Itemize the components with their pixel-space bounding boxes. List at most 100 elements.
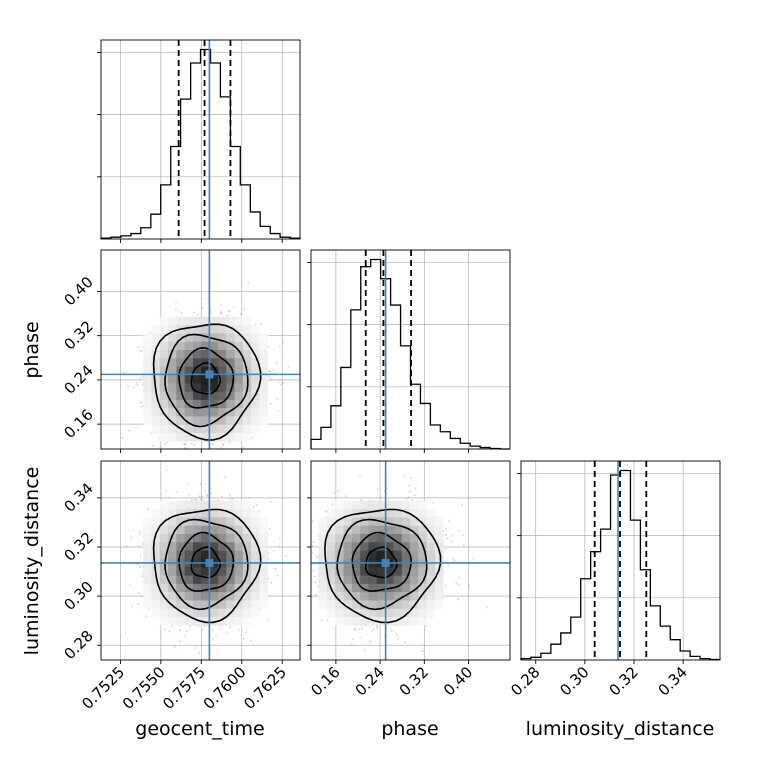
density-cell [217,350,227,359]
density-cell [168,575,177,585]
density-cell [251,374,260,384]
density-cell [201,391,210,401]
density-cell [234,341,244,351]
density-cell [193,399,202,409]
sample-point [174,308,177,311]
density-cell [259,374,268,384]
sample-point [268,528,271,530]
density-cell [184,567,194,576]
density-cell [193,333,202,342]
density-cell [226,416,235,425]
density-cell [251,592,260,601]
density-cell [151,366,161,376]
density-cell [159,575,169,585]
sample-point [179,629,181,632]
density-cell [143,550,152,560]
density-cell [259,534,268,543]
density-cell [176,391,185,401]
density-cell [209,341,219,351]
sample-point [129,584,131,587]
density-cell [184,600,194,609]
density-cell [217,374,227,384]
sample-point [255,504,258,506]
sample-point [245,631,248,634]
density-cell [176,542,185,551]
sample-point [220,495,223,498]
sample-point [133,386,135,389]
sample-point [258,459,260,461]
density-cell [176,433,185,442]
density-cell [176,408,185,417]
density-cell [217,575,227,585]
density-cell [242,391,252,401]
density-cell [168,500,177,510]
density-cell [184,617,194,626]
sample-point [189,625,191,628]
sample-point [123,371,126,374]
density-cell [168,542,177,551]
density-cell [251,509,260,518]
density-cell [242,583,252,593]
density-cell [201,575,210,585]
density-cell [209,525,219,535]
sample-point [186,482,189,485]
density-cell [184,550,194,560]
density-cell [234,617,244,626]
density-cell [193,509,202,518]
density-cell [251,600,260,609]
density-cell [159,383,169,392]
density-cell [226,383,235,392]
sample-point [227,310,230,313]
density-cell [143,416,152,425]
sample-point [159,446,162,449]
sample-point [190,442,193,445]
density-cell [226,517,235,526]
density-cell [168,350,177,359]
density-cell [168,383,177,392]
sample-point [225,453,227,455]
sample-point [226,314,229,317]
sample-point [206,297,209,300]
density-cell [159,316,169,326]
density-cell [159,433,169,442]
sample-point [184,447,187,449]
density-cell [193,374,202,384]
sample-point [202,499,205,501]
histogram-panel-luminosity-distance [517,460,721,664]
sample-point [229,452,231,454]
density-cell [193,534,202,543]
density-cell [159,542,169,551]
density-cell [184,608,194,618]
sample-point [136,384,139,386]
density-cell [209,617,219,626]
sample-point [205,455,207,457]
density-cell [242,341,252,351]
density-cell [176,608,185,618]
density-cell [201,341,210,351]
density-cell [209,424,219,434]
sample-point [252,505,255,508]
density-cell [251,366,260,376]
density-cell [201,583,210,593]
contour-level-3 [164,333,249,428]
density-cell [193,525,202,535]
density-cell [184,333,194,342]
density-cell [234,550,244,560]
sample-point [202,629,204,631]
density-cell [184,424,194,434]
density-cell [193,542,202,551]
sample-point [234,451,236,453]
density-cell [168,416,177,425]
sample-point [139,377,142,379]
sample-point [177,310,180,313]
sample-point [212,638,215,641]
density-cell [259,525,268,535]
density-cell [193,341,202,351]
density-cell [209,374,219,384]
density-cell [201,424,210,434]
density-cell [151,550,161,560]
contour-level-4 [152,323,262,441]
density-cell [151,424,161,434]
density-cell [184,433,194,442]
density-cell [159,583,169,593]
